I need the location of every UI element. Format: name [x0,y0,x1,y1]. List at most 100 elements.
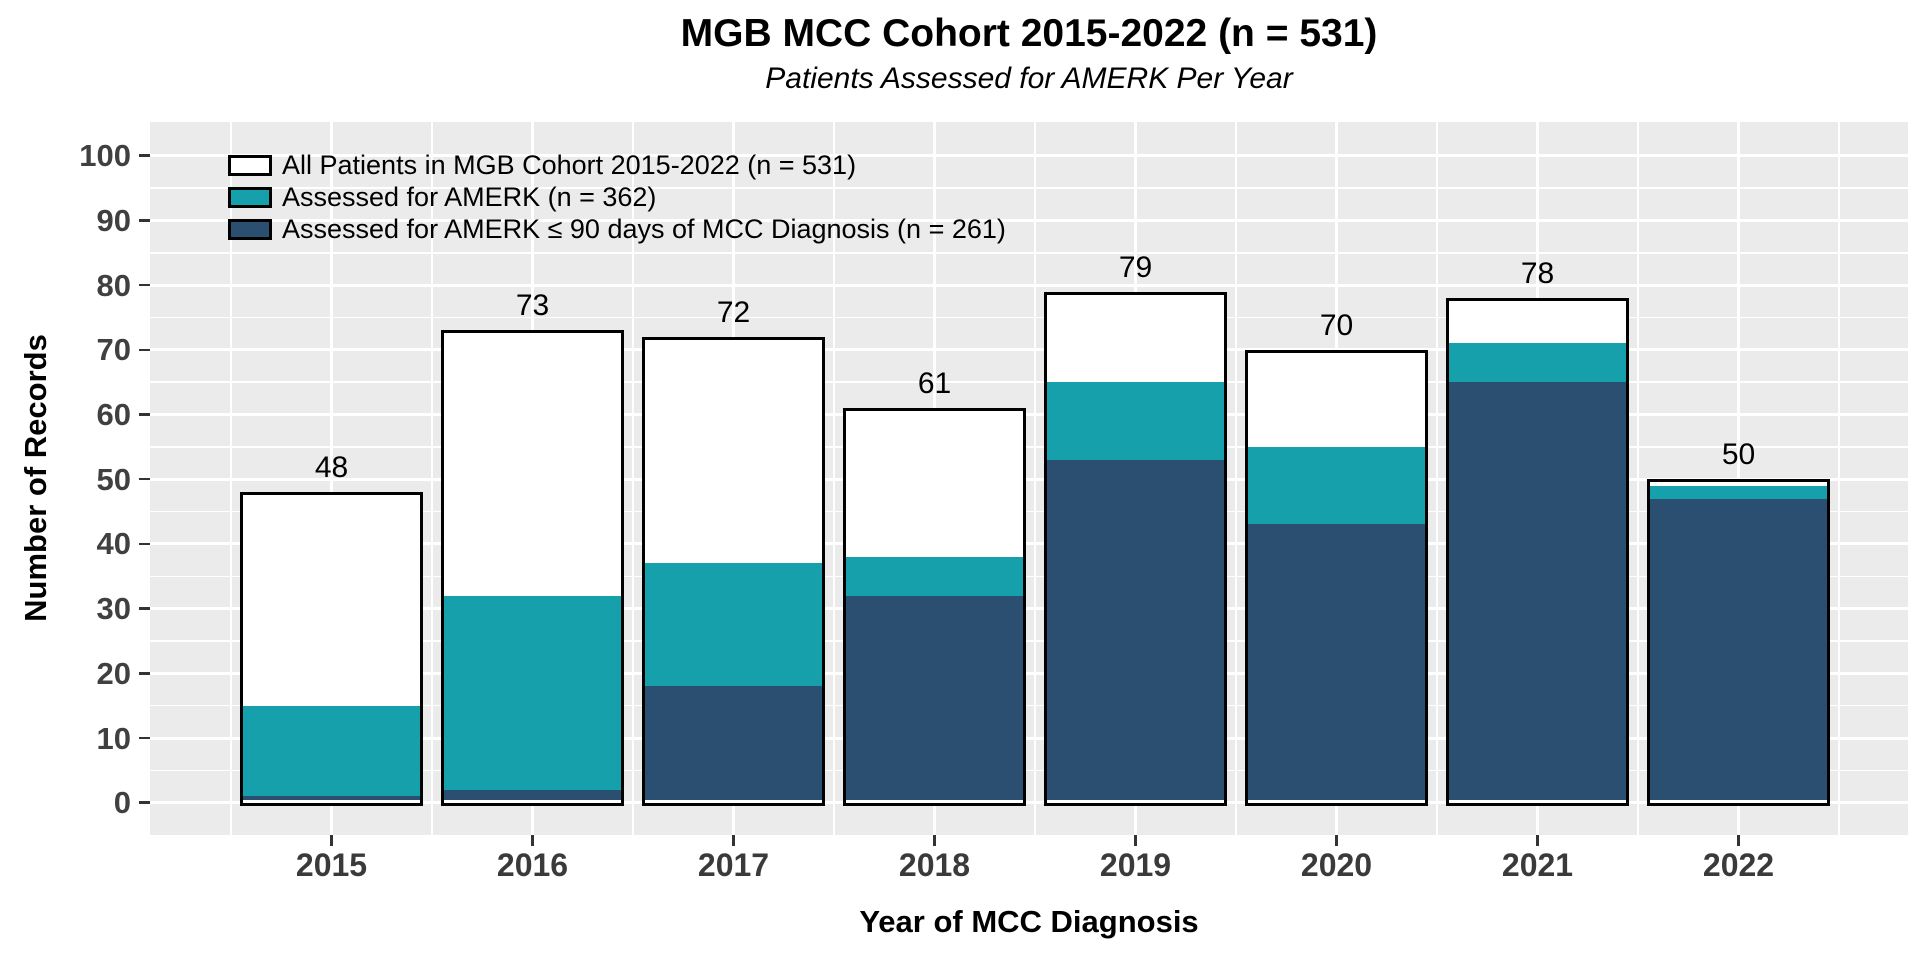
bar-2015-assessed-90-days [243,796,420,800]
bar-2021-assessed-90-days [1449,382,1626,800]
x-tick [1134,835,1137,846]
y-tick [139,348,150,352]
bar-2017-total [642,336,825,806]
legend-key-assessed-90-days [228,218,272,240]
bar-2022-total [1647,479,1830,806]
bar-label-2021: 78 [1520,257,1555,291]
bar-2017-assessed-90-days [645,686,822,800]
gridline-major-v [1737,122,1740,835]
bar-2016-assessed-90-days [444,789,621,800]
y-tick-label-80: 80 [96,267,131,303]
bar-2015-assessed [243,705,420,800]
gridline-major-h [150,218,1908,222]
bar-2019-assessed-90-days [1047,459,1224,800]
bar-label-2015: 48 [314,451,349,485]
x-axis-title: Year of MCC Diagnosis [859,904,1199,939]
gridline-minor-v [1637,122,1639,835]
gridline-minor-h [150,704,1908,707]
chart-title: MGB MCC Cohort 2015-2022 (n = 531) [680,12,1378,55]
bar-label-2019: 79 [1118,250,1153,284]
gridline-minor-v [431,122,433,835]
y-tick-label-50: 50 [96,461,131,497]
bar-2021-total [1446,298,1629,806]
x-tick-label-2018: 2018 [898,847,971,883]
gridline-minor-h [150,446,1908,448]
legend-item-assessed-90-days: Assessed for AMERK ≤ 90 days of MCC Diag… [228,213,1006,245]
y-tick-label-100: 100 [79,138,131,174]
x-tick [732,835,735,846]
gridline-major-h [150,154,1908,158]
gridline-minor-v [1436,122,1438,835]
y-tick-label-20: 20 [96,655,131,691]
gridline-major-h [150,477,1908,481]
y-tick [139,801,150,804]
y-tick [139,607,150,610]
x-tick [1737,835,1740,846]
x-tick-label-2021: 2021 [1501,847,1574,883]
bar-label-2016: 73 [515,289,550,323]
bar-label-2020: 70 [1319,308,1354,342]
bar-2020-total [1245,349,1428,806]
y-tick [139,283,150,287]
plot-panel: All Patients in MGB Cohort 2015-2022 (n … [150,122,1908,835]
chart-subtitle: Patients Assessed for AMERK Per Year [765,62,1293,95]
gridline-major-v [330,122,333,835]
gridline-minor-v [1235,122,1237,835]
gridline-minor-h [150,252,1908,254]
x-tick-label-2022: 2022 [1702,847,1775,883]
bar-2022-assessed-90-days [1650,498,1827,800]
y-tick [139,672,150,675]
y-tick-label-60: 60 [96,397,131,432]
gridline-minor-v [230,122,232,835]
bar-2020-assessed-90-days [1248,524,1425,800]
gridline-minor-v [632,122,634,835]
gridline-major-h [150,413,1908,416]
gridline-minor-h [150,640,1908,642]
legend-item-all-patients: All Patients in MGB Cohort 2015-2022 (n … [228,149,1006,181]
legend-key-all-patients [228,154,272,176]
x-tick-label-2016: 2016 [496,847,569,883]
bar-label-2022: 50 [1721,438,1756,472]
x-tick [330,835,333,846]
bar-2018-total [843,408,1026,806]
legend-key-assessed [228,186,272,208]
gridline-major-h [150,671,1908,675]
legend-label: Assessed for AMERK (n = 362) [282,182,657,212]
bar-2019-total [1044,291,1227,806]
x-tick-label-2017: 2017 [697,847,770,883]
gridline-minor-v [1034,122,1036,835]
y-tick [139,413,150,416]
gridline-minor-v [1838,122,1840,835]
legend: All Patients in MGB Cohort 2015-2022 (n … [228,149,1006,245]
x-tick [1536,835,1539,846]
gridline-major-h [150,607,1908,611]
gridline-major-h [150,283,1908,287]
y-tick-label-90: 90 [96,202,131,238]
x-tick [1335,835,1338,846]
y-tick-label-30: 30 [96,591,131,627]
gridline-major-h [150,801,1908,805]
bar-label-2018: 61 [917,367,952,401]
y-tick [139,542,150,546]
legend-label: Assessed for AMERK ≤ 90 days of MCC Diag… [282,214,1006,244]
legend-item-assessed: Assessed for AMERK (n = 362) [228,181,1006,213]
x-tick-label-2019: 2019 [1099,847,1172,883]
bar-2018-assessed-90-days [846,595,1023,800]
bar-2016-assessed [444,595,621,800]
y-tick-label-70: 70 [96,332,131,368]
y-tick [139,477,150,481]
gridline-minor-h [150,381,1908,383]
gridline-major-h [150,348,1908,352]
x-tick [531,835,534,846]
gridline-minor-h [150,316,1908,319]
bar-2016-total [441,330,624,806]
x-tick-label-2020: 2020 [1300,847,1373,883]
y-tick-label-10: 10 [96,720,131,756]
y-tick [139,154,150,157]
gridline-minor-h [150,575,1908,577]
y-tick-label-40: 40 [96,526,131,562]
gridline-major-h [150,542,1908,546]
gridline-minor-h [150,510,1908,513]
bar-label-2017: 72 [716,295,751,329]
